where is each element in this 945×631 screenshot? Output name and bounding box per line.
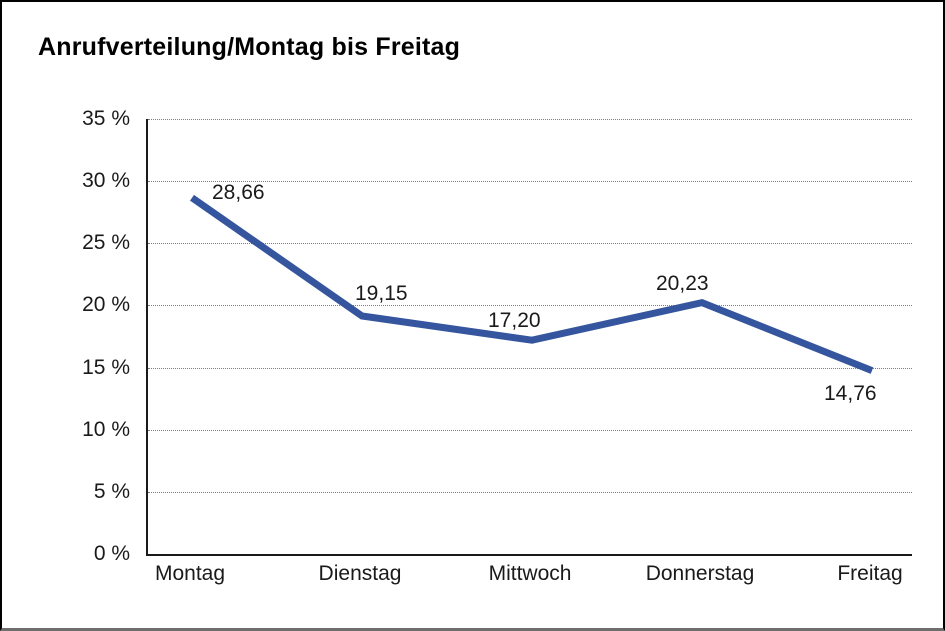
data-label: 17,20	[488, 309, 541, 333]
gridline	[148, 305, 912, 307]
data-label: 14,76	[824, 381, 877, 405]
y-tick-label: 20 %	[82, 293, 130, 317]
x-tick-label-mittwoch: Mittwoch	[488, 562, 572, 585]
gridline	[148, 491, 912, 493]
data-label: 28,66	[212, 180, 265, 204]
series-line	[190, 194, 874, 374]
gridline	[148, 367, 912, 369]
gridline	[148, 119, 912, 120]
gridline	[148, 243, 912, 245]
y-tick-label: 15 %	[82, 355, 130, 379]
data-label: 20,23	[656, 271, 709, 295]
y-tick-label: 30 %	[82, 169, 130, 193]
data-label: 19,15	[355, 281, 408, 305]
y-tick-label: 5 %	[93, 479, 130, 503]
x-tick-label-donnerstag: Donnerstag	[645, 562, 755, 585]
chart-title: Anrufverteilung/Montag bis Freitag	[38, 33, 461, 61]
gridline	[148, 181, 912, 183]
y-tick-label: 25 %	[82, 231, 130, 255]
x-tick-label-dienstag: Dienstag	[318, 562, 402, 585]
y-tick-label: 0 %	[93, 542, 130, 565]
line-series	[190, 194, 874, 374]
y-tick-label: 10 %	[82, 417, 130, 441]
gridline	[148, 429, 912, 431]
plot-area: 28,66 19,15 17,20 20,23 14,76	[146, 119, 912, 556]
x-tick-label-montag: Montag	[154, 562, 226, 585]
x-tick-label-freitag: Freitag	[837, 562, 903, 585]
y-tick-label: 35 %	[82, 107, 130, 130]
